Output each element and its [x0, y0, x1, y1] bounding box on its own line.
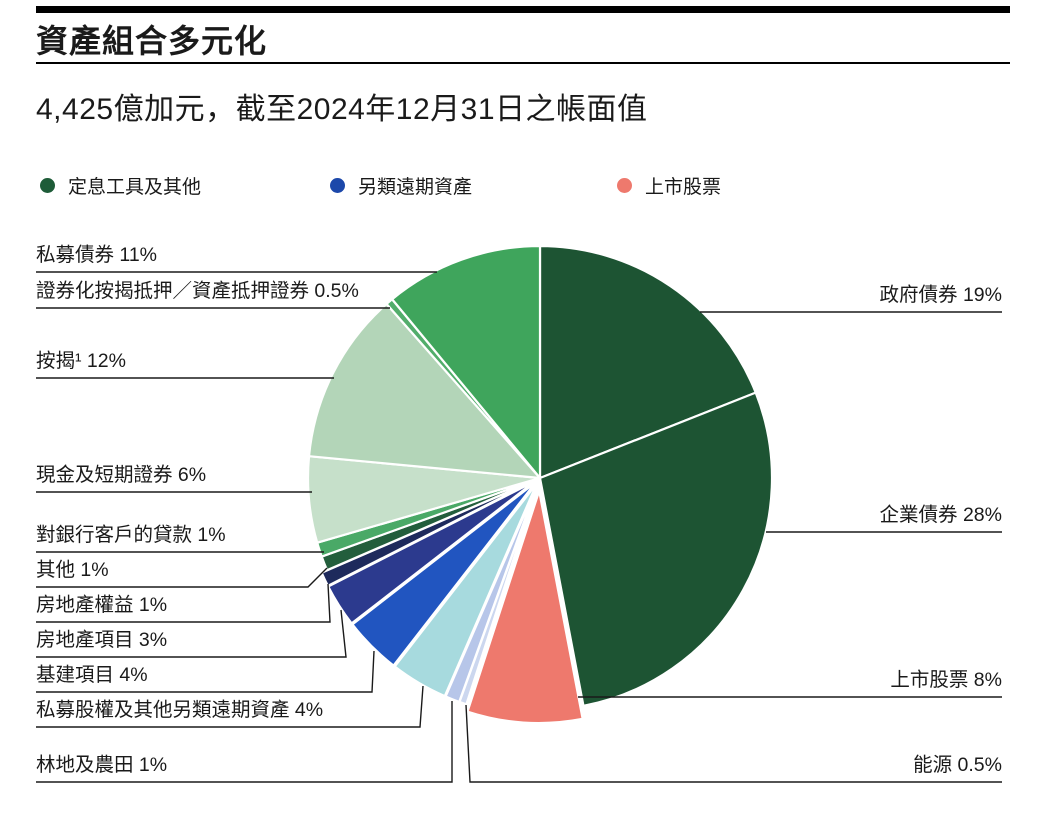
callout-private-equity-and-other-alda: 私募股權及其他另類遠期資產 4% — [36, 699, 324, 721]
callout-line-energy — [465, 704, 1002, 783]
callout-corporate-bonds: 企業債券 28% — [879, 504, 1002, 526]
pie-slice-infrastructure — [351, 481, 537, 667]
legend-item-public-equities: 上市股票 — [617, 172, 721, 199]
callout-line-other — [36, 567, 328, 588]
callout-timberland-and-farmland: 林地及農田 1% — [36, 754, 168, 776]
pie — [306, 244, 774, 725]
callout-government-bonds: 政府債券 19% — [879, 284, 1002, 306]
callout-other: 其他 1% — [36, 559, 109, 581]
callout-loans-to-bank-clients: 對銀行客戶的貸款 1% — [36, 524, 226, 546]
callout-mortgages: 按揭¹ 12% — [36, 350, 126, 372]
top-rule — [36, 6, 1010, 13]
legend-item-alternative-assets: 另類遠期資產 — [330, 172, 472, 199]
pie-slice-government-bonds — [538, 244, 757, 480]
legend-dot-public-equities — [617, 178, 632, 193]
page-subtitle: 4,425億加元，截至2024年12月31日之帳面值 — [36, 93, 648, 126]
legend-item-fixed-income: 定息工具及其他 — [40, 172, 201, 199]
callout-public-equities: 上市股票 8% — [890, 669, 1002, 691]
page-title: 資產組合多元化 — [36, 23, 268, 59]
callout-energy: 能源 0.5% — [913, 754, 1002, 776]
pie-slice-mortgages — [307, 302, 542, 480]
callout-line-private-equity-and-other-alda — [36, 685, 424, 728]
legend-label-alternative-assets: 另類遠期資產 — [358, 177, 473, 198]
pie-slice-private-placement-debt — [391, 244, 542, 480]
legend-dot-fixed-income — [40, 178, 55, 193]
legend-dot-alternative-assets — [330, 178, 345, 193]
legend-label-fixed-income: 定息工具及其他 — [68, 177, 202, 198]
callout-private-placement-debt: 私募債券 11% — [36, 244, 157, 266]
pie-slice-private-equity-and-other-alda — [393, 482, 539, 698]
callout-line-real-estate-equities — [36, 583, 331, 623]
callout-line-timberland-and-farmland — [36, 701, 453, 783]
pie-slice-corporate-bonds — [538, 391, 774, 707]
pie-slice-public-equities — [466, 489, 584, 725]
legend-label-public-equities: 上市股票 — [645, 177, 722, 198]
callout-real-estate-projects: 房地產項目 3% — [36, 629, 168, 651]
callout-real-estate-equities: 房地產權益 1% — [36, 594, 168, 616]
callout-lines — [36, 271, 1002, 783]
callout-securitized-mbs-abs: 證券化按揭抵押／資產抵押證券 0.5% — [36, 280, 359, 302]
title-divider — [36, 62, 1010, 64]
callout-cash-and-short-term-securities: 現金及短期證券 6% — [36, 464, 207, 486]
callout-infrastructure: 基建項目 4% — [36, 664, 148, 686]
callout-line-real-estate-projects — [36, 609, 347, 658]
callout-line-infrastructure — [36, 650, 375, 693]
